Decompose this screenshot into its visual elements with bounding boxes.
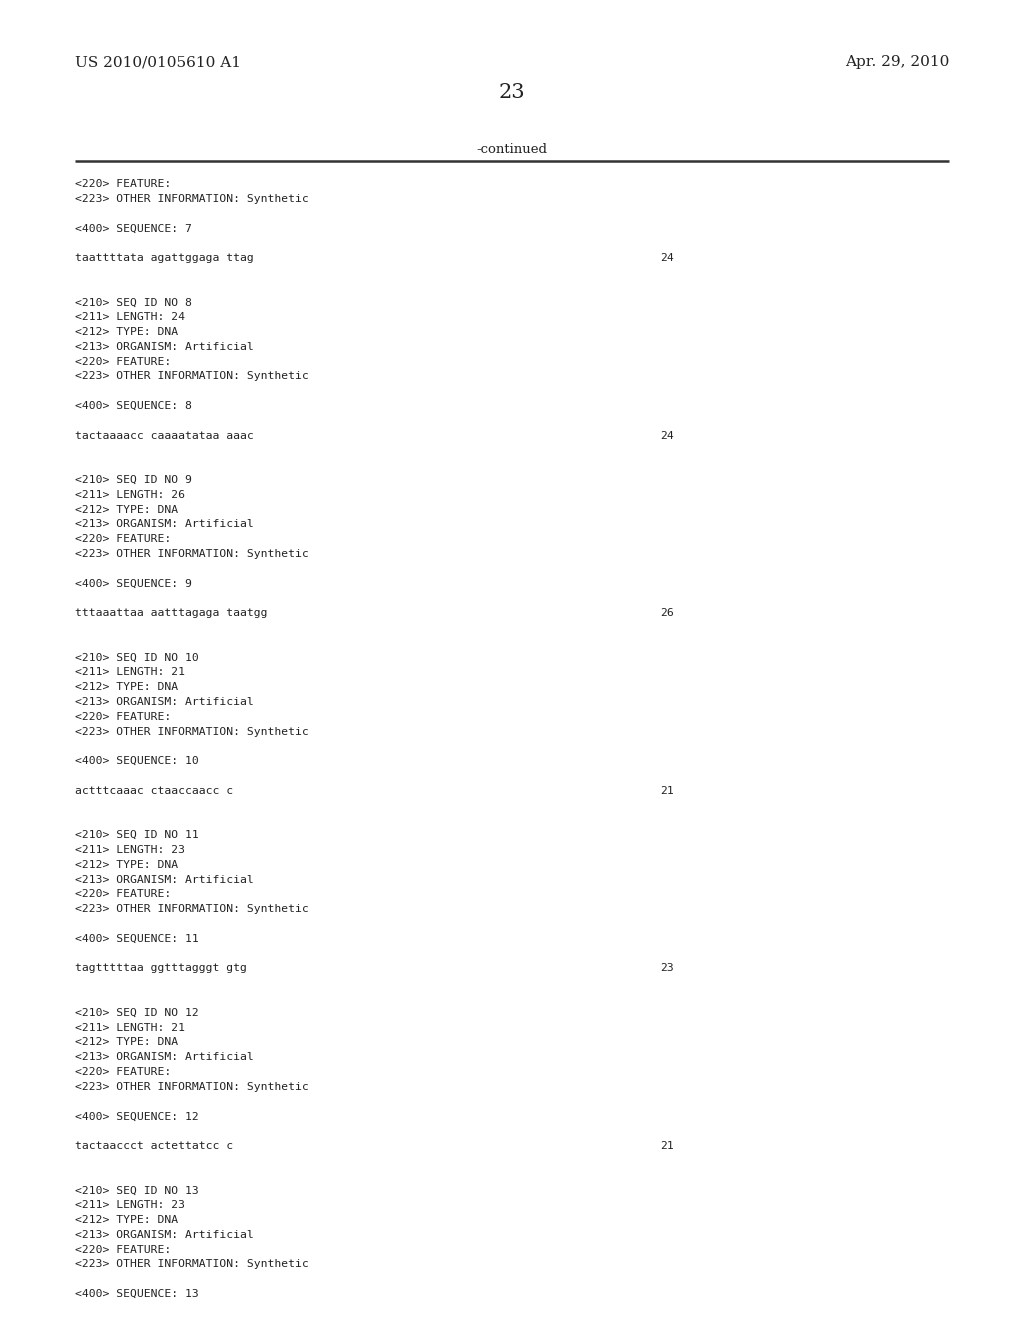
Text: tactaaccct actettatcc c: tactaaccct actettatcc c bbox=[75, 1140, 233, 1151]
Text: <212> TYPE: DNA: <212> TYPE: DNA bbox=[75, 1214, 178, 1225]
Text: <213> ORGANISM: Artificial: <213> ORGANISM: Artificial bbox=[75, 519, 254, 529]
Text: <211> LENGTH: 21: <211> LENGTH: 21 bbox=[75, 1023, 185, 1032]
Text: <212> TYPE: DNA: <212> TYPE: DNA bbox=[75, 859, 178, 870]
Text: 26: 26 bbox=[660, 609, 674, 618]
Text: <212> TYPE: DNA: <212> TYPE: DNA bbox=[75, 1038, 178, 1047]
Text: <220> FEATURE:: <220> FEATURE: bbox=[75, 1245, 171, 1254]
Text: <223> OTHER INFORMATION: Synthetic: <223> OTHER INFORMATION: Synthetic bbox=[75, 1082, 309, 1092]
Text: US 2010/0105610 A1: US 2010/0105610 A1 bbox=[75, 55, 241, 69]
Text: <212> TYPE: DNA: <212> TYPE: DNA bbox=[75, 504, 178, 515]
Text: <400> SEQUENCE: 13: <400> SEQUENCE: 13 bbox=[75, 1290, 199, 1299]
Text: <223> OTHER INFORMATION: Synthetic: <223> OTHER INFORMATION: Synthetic bbox=[75, 549, 309, 558]
Text: actttcaaac ctaaccaacc c: actttcaaac ctaaccaacc c bbox=[75, 785, 233, 796]
Text: 21: 21 bbox=[660, 1140, 674, 1151]
Text: <400> SEQUENCE: 7: <400> SEQUENCE: 7 bbox=[75, 223, 191, 234]
Text: <400> SEQUENCE: 8: <400> SEQUENCE: 8 bbox=[75, 401, 191, 411]
Text: <210> SEQ ID NO 8: <210> SEQ ID NO 8 bbox=[75, 297, 191, 308]
Text: <400> SEQUENCE: 9: <400> SEQUENCE: 9 bbox=[75, 578, 191, 589]
Text: 24: 24 bbox=[660, 430, 674, 441]
Text: <400> SEQUENCE: 10: <400> SEQUENCE: 10 bbox=[75, 756, 199, 766]
Text: <210> SEQ ID NO 13: <210> SEQ ID NO 13 bbox=[75, 1185, 199, 1196]
Text: <220> FEATURE:: <220> FEATURE: bbox=[75, 711, 171, 722]
Text: <213> ORGANISM: Artificial: <213> ORGANISM: Artificial bbox=[75, 697, 254, 708]
Text: <210> SEQ ID NO 11: <210> SEQ ID NO 11 bbox=[75, 830, 199, 841]
Text: <220> FEATURE:: <220> FEATURE: bbox=[75, 356, 171, 367]
Text: <220> FEATURE:: <220> FEATURE: bbox=[75, 180, 171, 189]
Text: <223> OTHER INFORMATION: Synthetic: <223> OTHER INFORMATION: Synthetic bbox=[75, 726, 309, 737]
Text: <211> LENGTH: 26: <211> LENGTH: 26 bbox=[75, 490, 185, 500]
Text: <220> FEATURE:: <220> FEATURE: bbox=[75, 890, 171, 899]
Text: <211> LENGTH: 21: <211> LENGTH: 21 bbox=[75, 668, 185, 677]
Text: taattttata agattggaga ttag: taattttata agattggaga ttag bbox=[75, 253, 254, 263]
Text: <400> SEQUENCE: 11: <400> SEQUENCE: 11 bbox=[75, 933, 199, 944]
Text: <211> LENGTH: 23: <211> LENGTH: 23 bbox=[75, 1200, 185, 1210]
Text: tactaaaacc caaaatataa aaac: tactaaaacc caaaatataa aaac bbox=[75, 430, 254, 441]
Text: <213> ORGANISM: Artificial: <213> ORGANISM: Artificial bbox=[75, 875, 254, 884]
Text: tagtttttaa ggtttagggt gtg: tagtttttaa ggtttagggt gtg bbox=[75, 964, 247, 973]
Text: <213> ORGANISM: Artificial: <213> ORGANISM: Artificial bbox=[75, 342, 254, 352]
Text: 23: 23 bbox=[660, 964, 674, 973]
Text: <213> ORGANISM: Artificial: <213> ORGANISM: Artificial bbox=[75, 1230, 254, 1239]
Text: tttaaattaa aatttagaga taatgg: tttaaattaa aatttagaga taatgg bbox=[75, 609, 267, 618]
Text: <210> SEQ ID NO 12: <210> SEQ ID NO 12 bbox=[75, 1007, 199, 1018]
Text: <210> SEQ ID NO 9: <210> SEQ ID NO 9 bbox=[75, 475, 191, 484]
Text: Apr. 29, 2010: Apr. 29, 2010 bbox=[845, 55, 949, 69]
Text: <210> SEQ ID NO 10: <210> SEQ ID NO 10 bbox=[75, 652, 199, 663]
Text: <223> OTHER INFORMATION: Synthetic: <223> OTHER INFORMATION: Synthetic bbox=[75, 1259, 309, 1270]
Text: <223> OTHER INFORMATION: Synthetic: <223> OTHER INFORMATION: Synthetic bbox=[75, 904, 309, 915]
Text: <220> FEATURE:: <220> FEATURE: bbox=[75, 1067, 171, 1077]
Text: <223> OTHER INFORMATION: Synthetic: <223> OTHER INFORMATION: Synthetic bbox=[75, 194, 309, 203]
Text: 21: 21 bbox=[660, 785, 674, 796]
Text: 24: 24 bbox=[660, 253, 674, 263]
Text: <211> LENGTH: 24: <211> LENGTH: 24 bbox=[75, 313, 185, 322]
Text: -continued: -continued bbox=[476, 143, 548, 156]
Text: <211> LENGTH: 23: <211> LENGTH: 23 bbox=[75, 845, 185, 855]
Text: <212> TYPE: DNA: <212> TYPE: DNA bbox=[75, 682, 178, 692]
Text: <220> FEATURE:: <220> FEATURE: bbox=[75, 535, 171, 544]
Text: <212> TYPE: DNA: <212> TYPE: DNA bbox=[75, 327, 178, 337]
Text: <400> SEQUENCE: 12: <400> SEQUENCE: 12 bbox=[75, 1111, 199, 1122]
Text: <223> OTHER INFORMATION: Synthetic: <223> OTHER INFORMATION: Synthetic bbox=[75, 371, 309, 381]
Text: <213> ORGANISM: Artificial: <213> ORGANISM: Artificial bbox=[75, 1052, 254, 1063]
Text: 23: 23 bbox=[499, 83, 525, 102]
